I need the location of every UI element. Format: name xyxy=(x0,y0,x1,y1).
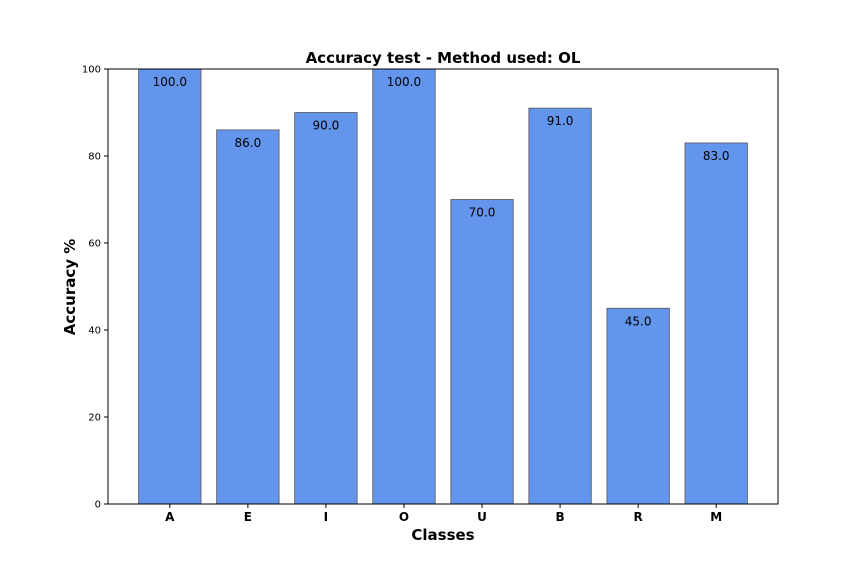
x-tick-label-R: R xyxy=(634,510,643,524)
bar-U xyxy=(450,199,514,505)
y-tick-label-0: 0 xyxy=(95,500,101,511)
chart-title: Accuracy test - Method used: OL xyxy=(306,49,581,67)
x-tick-label-M: M xyxy=(710,510,722,524)
x-axis-title: Classes xyxy=(411,526,474,544)
y-tick-label-80: 80 xyxy=(88,152,101,163)
x-tick-label-A: A xyxy=(165,510,175,524)
bar-value-label-M: 83.0 xyxy=(703,149,730,163)
bar-value-label-A: 100.0 xyxy=(153,75,187,89)
bar-value-label-U: 70.0 xyxy=(469,206,496,220)
x-tick-label-O: O xyxy=(399,510,409,524)
bar-I xyxy=(294,112,358,505)
bar-value-label-I: 90.0 xyxy=(313,119,340,133)
bar-O xyxy=(372,68,436,505)
x-tick-label-B: B xyxy=(556,510,565,524)
y-tick-label-100: 100 xyxy=(82,65,101,76)
bar-value-label-R: 45.0 xyxy=(625,314,652,328)
y-tick-label-60: 60 xyxy=(88,239,101,250)
bars-group: 100.0 86.0 90.0 100.0 70.0 91.0 45.0 83.0 xyxy=(138,68,748,505)
bar-value-label-O: 100.0 xyxy=(387,75,421,89)
y-axis: 0 20 40 60 80 100 xyxy=(82,65,108,511)
bar-A xyxy=(138,68,202,505)
bar-value-label-B: 91.0 xyxy=(547,114,574,128)
x-tick-label-U: U xyxy=(477,510,487,524)
y-tick-label-20: 20 xyxy=(88,413,101,424)
x-tick-label-E: E xyxy=(244,510,252,524)
bar-B xyxy=(528,107,592,505)
bar-M xyxy=(684,142,748,505)
y-tick-label-40: 40 xyxy=(88,326,101,337)
bar-R xyxy=(606,307,670,505)
plot-frame xyxy=(107,68,779,505)
bar-value-label-E: 86.0 xyxy=(235,136,262,150)
x-tick-label-I: I xyxy=(324,510,328,524)
bar-E xyxy=(216,129,280,505)
y-axis-title: Accuracy % xyxy=(61,239,79,336)
